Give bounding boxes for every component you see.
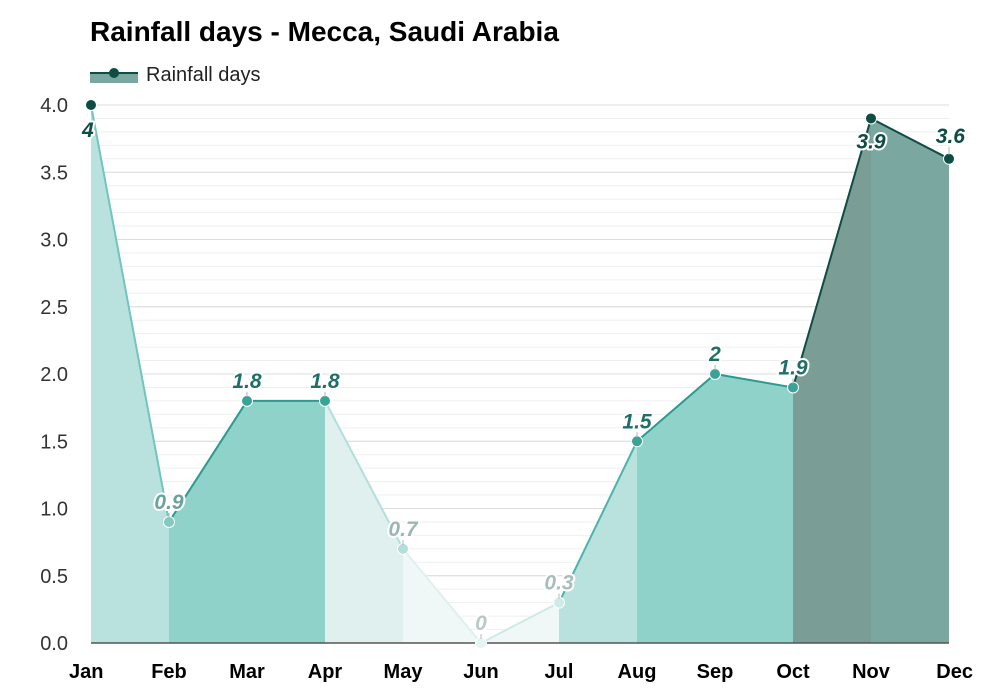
chart-title: Rainfall days - Mecca, Saudi Arabia bbox=[90, 16, 559, 47]
x-tick-label: Feb bbox=[151, 661, 187, 683]
data-point-jul[interactable] bbox=[553, 596, 565, 609]
y-tick-label: 2.0 bbox=[40, 364, 68, 386]
data-label-feb: 0.9 bbox=[154, 491, 184, 514]
line-segment-jun bbox=[480, 601, 560, 644]
x-tick-label: May bbox=[384, 661, 424, 683]
data-point-may[interactable] bbox=[397, 542, 409, 555]
data-label-dec: 3.6 bbox=[936, 125, 966, 148]
data-point-apr[interactable] bbox=[319, 394, 331, 407]
data-point-sep[interactable] bbox=[709, 368, 721, 380]
y-axis: 0.0 0.5 1.0 1.5 2.0 2.5 3.0 3.5 4.0 bbox=[40, 95, 68, 655]
area-segment-apr bbox=[325, 400, 403, 643]
data-label-jan: 4 bbox=[81, 119, 94, 142]
data-point-feb[interactable] bbox=[163, 515, 175, 528]
x-tick-label: Oct bbox=[776, 661, 810, 683]
y-tick-label: 3.0 bbox=[40, 230, 68, 252]
area-segment-mar bbox=[247, 400, 325, 643]
line-segment-feb bbox=[168, 400, 248, 523]
y-tick-label: 3.5 bbox=[40, 162, 68, 184]
area-segment-jul bbox=[559, 441, 637, 643]
line-segment-sep bbox=[714, 373, 794, 389]
data-label-may: 0.7 bbox=[388, 518, 419, 541]
x-axis: Jan Feb Mar Apr May Jun Jul Aug Sep Oct Nov Dec bbox=[69, 661, 973, 683]
data-point-dec[interactable] bbox=[943, 152, 955, 165]
data-point-aug[interactable] bbox=[631, 435, 643, 448]
data-label-mar: 1.8 bbox=[232, 370, 262, 393]
area-segment-nov bbox=[871, 118, 949, 643]
y-tick-label: 0.0 bbox=[40, 633, 68, 655]
area-segment-jan bbox=[91, 105, 169, 643]
area-segment-feb bbox=[169, 400, 247, 643]
x-tick-label: Sep bbox=[697, 661, 734, 683]
line-segment-jul bbox=[558, 440, 638, 604]
x-tick-label: Jul bbox=[545, 661, 574, 683]
y-tick-label: 0.5 bbox=[40, 566, 68, 588]
line-segment-may bbox=[402, 548, 482, 644]
x-tick-label: Apr bbox=[308, 661, 343, 683]
line-segment-nov bbox=[870, 117, 950, 160]
y-tick-label: 4.0 bbox=[40, 95, 68, 117]
x-tick-label: Mar bbox=[229, 661, 265, 683]
area-segment-oct bbox=[793, 118, 871, 643]
data-label-oct: 1.9 bbox=[778, 356, 808, 379]
data-label-nov: 3.9 bbox=[856, 130, 886, 153]
data-point-nov[interactable] bbox=[865, 112, 877, 125]
y-tick-label: 1.5 bbox=[40, 431, 68, 453]
data-point-oct[interactable] bbox=[787, 381, 799, 394]
x-tick-label: Aug bbox=[618, 661, 657, 683]
area-segment-sep bbox=[715, 374, 793, 643]
data-label-jul: 0.3 bbox=[544, 572, 574, 595]
data-labels: 4 0.9 1.8 1.8 0.7 0 0.3 1.5 2 1.9 3.9 3.6 bbox=[79, 117, 967, 639]
data-label-jun: 0 bbox=[475, 612, 487, 635]
data-point-jan[interactable] bbox=[85, 99, 97, 111]
data-label-sep: 2 bbox=[708, 343, 721, 366]
data-label-apr: 1.8 bbox=[310, 370, 340, 393]
x-tick-label: Nov bbox=[852, 661, 891, 683]
y-tick-label: 2.5 bbox=[40, 297, 68, 319]
line-segment-oct bbox=[792, 118, 872, 388]
line-segment-apr bbox=[324, 400, 404, 550]
line-segment-aug bbox=[636, 373, 716, 443]
data-point-mar[interactable] bbox=[241, 394, 253, 407]
data-point-jun[interactable] bbox=[475, 637, 487, 649]
data-label-aug: 1.5 bbox=[622, 410, 652, 433]
legend-label: Rainfall days bbox=[146, 63, 261, 86]
x-tick-label: Jan bbox=[69, 661, 103, 683]
area-segment-aug bbox=[637, 374, 715, 643]
y-tick-label: 1.0 bbox=[40, 499, 68, 521]
legend-swatch-icon bbox=[90, 67, 138, 83]
line-segment-jan bbox=[90, 104, 170, 523]
x-tick-label: Jun bbox=[463, 661, 499, 683]
data-markers bbox=[85, 99, 955, 649]
area-fills bbox=[91, 105, 949, 643]
x-tick-label: Dec bbox=[936, 661, 973, 683]
series-line bbox=[90, 104, 950, 644]
legend[interactable]: Rainfall days bbox=[90, 60, 261, 90]
